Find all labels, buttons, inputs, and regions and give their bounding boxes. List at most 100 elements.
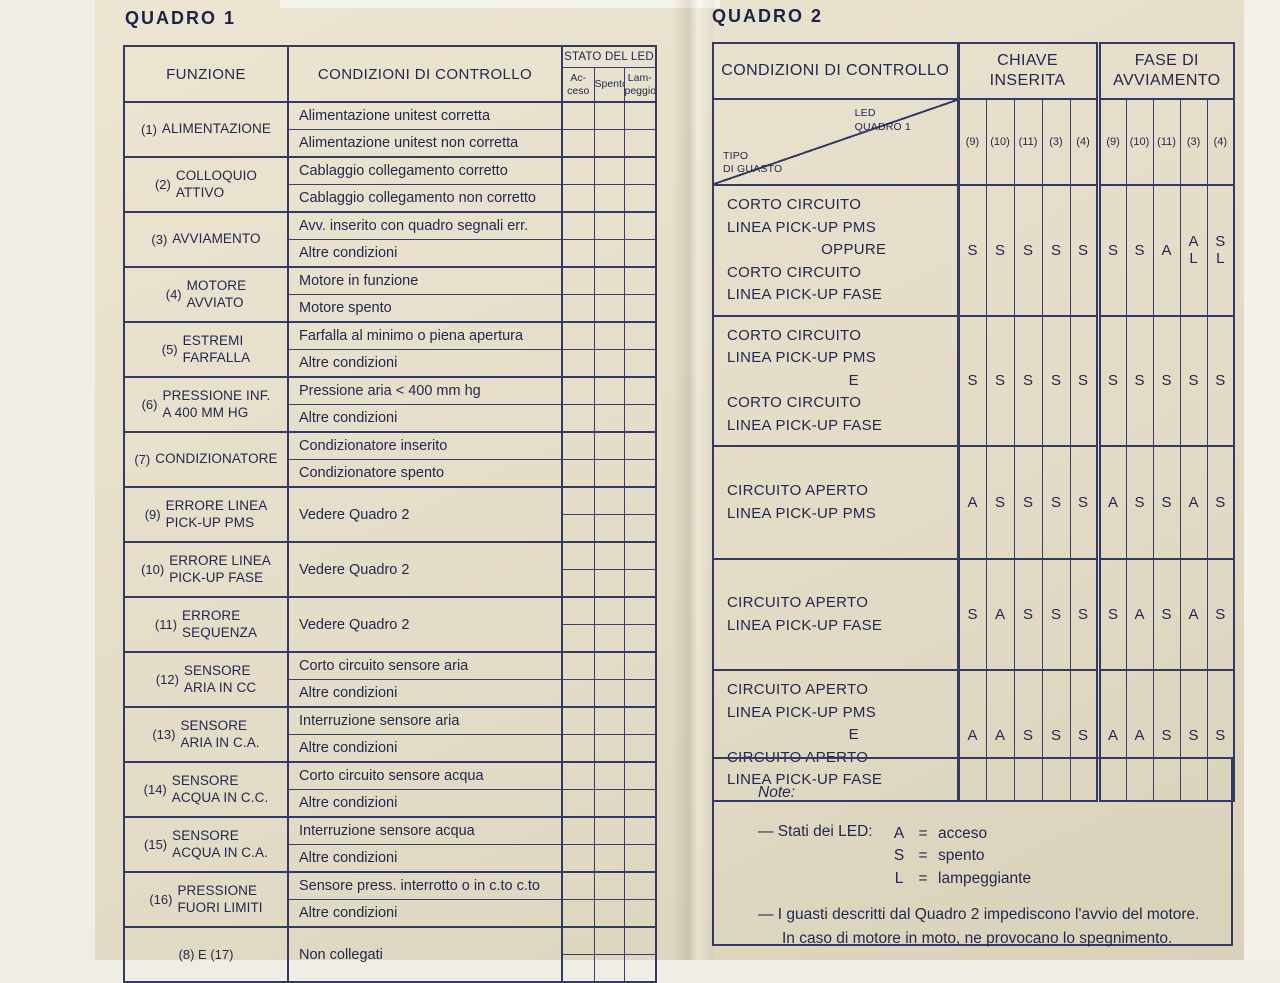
led-value-cell: S bbox=[1206, 314, 1235, 447]
function-row: (4) MOTORE AVVIATO Motore in funzione bbox=[123, 266, 657, 323]
led-state-cell bbox=[623, 184, 657, 213]
condition-subrow: Altre condizioni bbox=[124, 899, 657, 928]
led-value-cell: S bbox=[1013, 669, 1043, 801]
quadro2-table: CONDIZIONI DI CONTROLLO CHIAVE INSERITA … bbox=[712, 42, 1236, 802]
led-state-definition: A = acceso bbox=[890, 823, 1031, 845]
function-row: (1) ALIMENTAZIONE Alimentazione unitest co… bbox=[123, 101, 657, 158]
led-value-cell: S bbox=[1206, 558, 1235, 671]
function-cell: (8) E (17) bbox=[123, 926, 289, 983]
led-state-cell bbox=[623, 679, 657, 708]
led-state-cell bbox=[593, 926, 625, 955]
function-name: SENSORE ARIA IN CC bbox=[183, 663, 257, 695]
condition-cell: Avv. inserito con quadro segnali err. bbox=[287, 211, 563, 240]
led-state-definition: S = spento bbox=[890, 845, 1031, 867]
condition-cell: Farfalla al minimo o piena apertura bbox=[287, 321, 563, 350]
function-cell: (16) PRESSIONE FUORI LIMITI bbox=[123, 871, 289, 928]
condition-cell: Sensore press. interrotto o in c.to c.to bbox=[287, 871, 563, 900]
condition-cell: Motore in funzione bbox=[287, 266, 563, 295]
led-number-header: (10) bbox=[985, 98, 1015, 186]
led-state-cell bbox=[623, 294, 657, 323]
col-header-lampeggio: Lam- peggio bbox=[623, 67, 657, 103]
led-value-cell: S bbox=[1152, 314, 1181, 447]
led-state-cell bbox=[561, 734, 595, 763]
led-state-cell bbox=[623, 954, 657, 983]
led-state-cell bbox=[593, 321, 625, 350]
led-value-cell: S bbox=[1125, 445, 1154, 560]
led-value-cell: S bbox=[1179, 669, 1208, 801]
fault-type-line: LINEA PICK-UP PMS bbox=[727, 504, 877, 522]
led-number-header: (11) bbox=[1152, 98, 1181, 186]
led-state-cell bbox=[593, 651, 625, 680]
fault-type-line: CIRCUITO APERTO bbox=[727, 594, 869, 611]
led-state-cell bbox=[593, 706, 625, 735]
led-number-header: (3) bbox=[1179, 98, 1208, 186]
led-value-cell: S bbox=[1041, 184, 1071, 316]
led-value-cell: S bbox=[1152, 669, 1181, 801]
led-value-cell: S bbox=[1013, 314, 1043, 447]
function-number: (15) bbox=[144, 837, 168, 852]
quadro2-header-row: CONDIZIONI DI CONTROLLO CHIAVE INSERITA … bbox=[712, 42, 1235, 100]
led-value: L bbox=[1189, 250, 1198, 268]
led-state-cell bbox=[561, 486, 595, 515]
led-state-cell bbox=[593, 679, 625, 708]
condition-cell: Altre condizioni bbox=[287, 679, 563, 708]
function-number: (13) bbox=[152, 727, 176, 742]
condition-cell: Pressione aria < 400 mm hg bbox=[287, 376, 563, 405]
led-value-cell: S bbox=[1125, 184, 1154, 316]
condition-cell: Non collegati bbox=[287, 926, 563, 983]
led-state-cell bbox=[561, 899, 595, 928]
quadro1-table: FUNZIONE CONDIZIONI DI CONTROLLO STATO D… bbox=[123, 45, 657, 983]
led-value-cell: A bbox=[956, 669, 987, 801]
led-state-cell bbox=[561, 376, 595, 405]
led-value-cell: A bbox=[1179, 445, 1208, 560]
col-header-acceso: Ac- ceso bbox=[561, 67, 595, 103]
notes-title: Note: bbox=[758, 784, 796, 801]
fault-row: CIRCUITO APERTO LINEA PICK-UP FASE S A S S S S A… bbox=[712, 558, 1235, 671]
function-row: (2) COLLOQUIO ATTIVO Cablaggio collegament… bbox=[123, 156, 657, 213]
fault-row: CORTO CIRCUITO LINEA PICK-UP PMS OPPURE COR… bbox=[712, 184, 1235, 316]
led-state-cell bbox=[593, 871, 625, 900]
condition-cell: Vedere Quadro 2 bbox=[287, 486, 563, 543]
notes-box: Note: — Stati dei LED: A = acceso S = spento L… bbox=[712, 757, 1233, 947]
led-number-header: (4) bbox=[1206, 98, 1235, 186]
fault-type-cell: CORTO CIRCUITO LINEA PICK-UP PMS E CORTO CI… bbox=[712, 314, 959, 447]
function-cell: (11) ERRORE SEQUENZA bbox=[123, 596, 289, 653]
led-number-header: (9) bbox=[956, 98, 987, 186]
function-row: (13) SENSORE ARIA IN C.A. Interruzione sen… bbox=[123, 706, 657, 763]
led-state-cell bbox=[623, 349, 657, 378]
led-state-cell bbox=[593, 624, 625, 653]
function-number: (4) bbox=[165, 287, 182, 302]
led-state-text: L bbox=[894, 869, 904, 887]
function-name: ALIMENTAZIONE bbox=[161, 121, 271, 137]
led-state-cell bbox=[593, 184, 625, 213]
led-state-definition: L = lampeggiante bbox=[890, 868, 1031, 890]
led-state-cell bbox=[623, 844, 657, 873]
function-row: (15) SENSORE ACQUA IN C.A. Interruzione se… bbox=[123, 816, 657, 873]
function-row: (5) ESTREMI FARFALLA Farfalla al minimo o … bbox=[123, 321, 657, 378]
guasti-note-line1: — I guasti descritti dal Quadro 2 impedi… bbox=[758, 906, 1200, 924]
led-state-cell bbox=[561, 926, 595, 955]
led-state-cell bbox=[593, 239, 625, 268]
function-number: (16) bbox=[149, 892, 173, 907]
fault-row: CIRCUITO APERTO LINEA PICK-UP PMS E CIRCUIT… bbox=[712, 669, 1235, 801]
led-state-cell bbox=[623, 651, 657, 680]
function-number: (11) bbox=[154, 617, 178, 632]
condition-cell: Altre condizioni bbox=[287, 404, 563, 433]
function-number: (12) bbox=[155, 672, 179, 687]
quadro1-led-subheader-row: Ac- ceso Spento Lam- peggio bbox=[124, 67, 657, 103]
led-state-cell bbox=[561, 211, 595, 240]
fault-type-line: LINEA PICK-UP FASE bbox=[727, 416, 883, 434]
fault-type-cell: CIRCUITO APERTO LINEA PICK-UP PMS E CIRCUIT… bbox=[712, 669, 959, 801]
function-number: (10) bbox=[141, 562, 165, 577]
condition-cell: Altre condizioni bbox=[287, 844, 563, 873]
function-name: ESTREMI FARFALLA bbox=[182, 333, 251, 365]
led-value-cell: S bbox=[1069, 184, 1099, 316]
function-name: ERRORE LINEA PICK-UP FASE bbox=[169, 553, 271, 585]
led-states-legend: — Stati dei LED: A = acceso S = spento L = lampe… bbox=[758, 823, 1231, 890]
led-value-cell: S bbox=[1206, 445, 1235, 560]
led-state-cell bbox=[561, 816, 595, 845]
function-name: PRESSIONE FUORI LIMITI bbox=[177, 883, 263, 915]
col-header-spento: Spento bbox=[593, 67, 625, 103]
diag-label-tipo-guasto: TIPO DI GUASTO bbox=[723, 149, 783, 176]
led-value-cell: S bbox=[985, 184, 1015, 316]
